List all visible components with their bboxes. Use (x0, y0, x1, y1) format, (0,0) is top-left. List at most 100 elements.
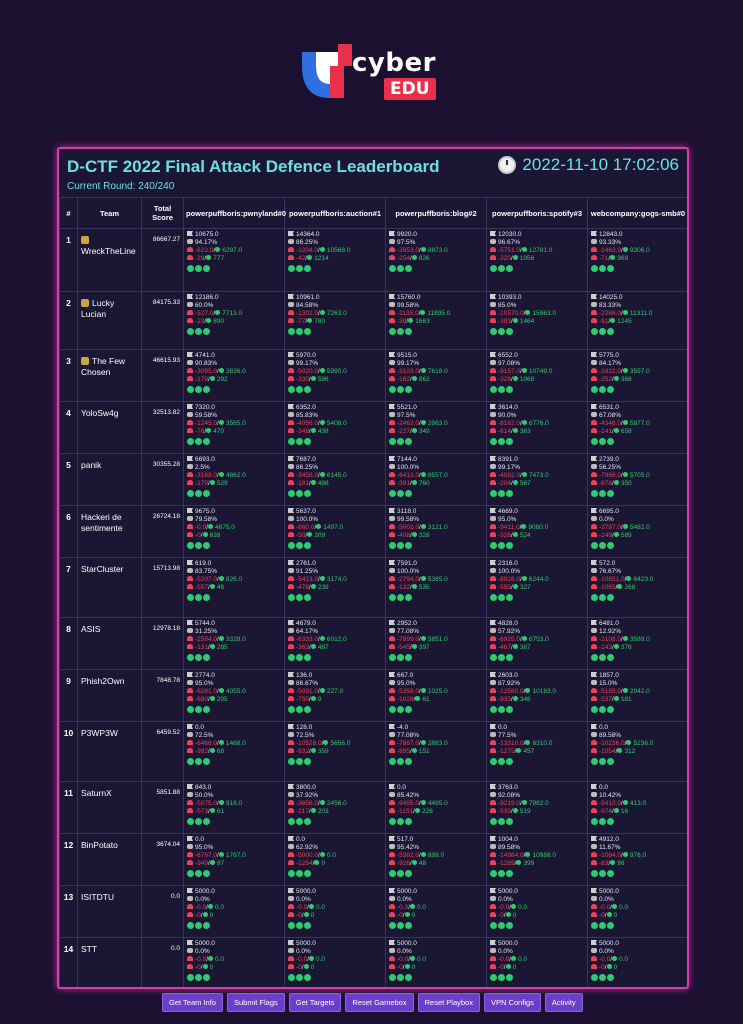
captured-flags: 519 (519, 808, 531, 815)
get-targets-button[interactable]: Get Targets (288, 993, 342, 1012)
table-row: 7 StarCluster 15713.98 619.0 83.75% -5207.… (59, 557, 687, 618)
flag-points: 6695.0 (599, 508, 619, 515)
shield-icon (218, 420, 224, 425)
team-cell[interactable]: panik (77, 453, 142, 506)
team-cell[interactable]: BinPotato (77, 833, 142, 886)
heart-icon (389, 688, 395, 693)
status-dots (187, 438, 281, 447)
lost-points: -1204.0 (296, 247, 319, 254)
flag-icon (288, 231, 294, 236)
team-cell[interactable]: The Few Chosen (77, 349, 142, 402)
sla-icon (288, 732, 294, 737)
service-cell: 0.0 89.58% -10236.0/5236.0 -1054/312 (587, 721, 687, 782)
flag-points: 6693.0 (195, 456, 215, 463)
flag-points: 667.0 (397, 672, 414, 679)
flag-points: 0.0 (195, 724, 205, 731)
reset-gamebox-button[interactable]: Reset Gamebox (345, 993, 414, 1012)
team-cell[interactable]: Phish2Own (77, 669, 142, 722)
sla-percent: 0.0% (599, 896, 614, 903)
captured-flags: 203 (317, 808, 329, 815)
get-team-info-button[interactable]: Get Team Info (162, 993, 223, 1012)
team-cell[interactable]: WreckTheLine (77, 228, 142, 292)
activity-button[interactable]: Activity (544, 993, 583, 1012)
team-cell[interactable]: SaturnX (77, 781, 142, 834)
flag-points: 2739.0 (599, 456, 619, 463)
sla-percent: 99.17% (296, 360, 319, 367)
lost-points: -6767.0 (195, 852, 218, 859)
shield-icon (613, 428, 619, 433)
gained-points: 8310.0 (532, 740, 553, 747)
status-dots (389, 654, 483, 663)
shield-icon (617, 748, 623, 753)
vpn-configs-button[interactable]: VPN Configs (483, 993, 541, 1012)
heart-icon (187, 368, 193, 373)
status-dot-icon (397, 265, 404, 272)
shield-icon (310, 808, 316, 813)
table-row: 3 The Few Chosen 46615.93 4741.0 90.83% -3… (59, 349, 687, 402)
team-cell[interactable]: P3WP3W (77, 721, 142, 782)
lost-flags: -179 (195, 480, 209, 487)
shield-icon (410, 956, 416, 961)
team-rank: 9 (59, 669, 78, 722)
status-dot-icon (187, 758, 194, 765)
gained-points: 10183.0 (532, 688, 556, 695)
lost-points: -2286.0 (599, 310, 622, 317)
lost-flags: -1254 (296, 860, 313, 867)
lost-points: -5413.0 (296, 576, 319, 583)
lost-flags: -0 (195, 912, 201, 919)
shield-icon (420, 576, 426, 581)
team-cell[interactable]: Lucky Lucian (77, 291, 142, 350)
lost-flags: -162 (397, 376, 411, 383)
heart-icon (389, 524, 395, 529)
sla-icon (187, 680, 193, 685)
sla-percent: 10.42% (599, 792, 622, 799)
status-dot-icon (397, 490, 404, 497)
status-dot-icon (195, 922, 202, 929)
status-dot-icon (607, 654, 614, 661)
shield-icon (209, 584, 215, 589)
heart-icon (591, 247, 597, 252)
shield-icon (411, 376, 417, 381)
status-dot-icon (607, 594, 614, 601)
lost-points: -2794.0 (397, 576, 420, 583)
lost-flags: -1275 (498, 748, 515, 755)
flag-points: 4828.0 (498, 620, 518, 627)
status-dots (288, 922, 382, 931)
team-cell[interactable]: YoloSw4g (77, 401, 142, 454)
status-dot-icon (304, 974, 311, 981)
flag-points: 5744.0 (195, 620, 215, 627)
status-dot-icon (405, 706, 412, 713)
lost-points: -6281.0 (195, 688, 218, 695)
gained-points: 976.0 (629, 852, 647, 859)
sla-icon (490, 302, 496, 307)
shield-icon (307, 532, 313, 537)
status-dot-icon (506, 974, 513, 981)
sla-icon (389, 464, 395, 469)
sla-icon (490, 239, 496, 244)
team-cell[interactable]: ISITDTU (77, 885, 142, 938)
reset-playbox-button[interactable]: Reset Playbox (417, 993, 480, 1012)
leaderboard-table-wrap[interactable]: # Team Total Score powerpuffboris:pwnyla… (59, 197, 687, 987)
status-dot-icon (288, 870, 295, 877)
captured-flags: 826 (418, 255, 430, 262)
gained-points: 2883.0 (427, 740, 448, 747)
status-dots (288, 265, 382, 274)
team-cell[interactable]: ASIS (77, 617, 142, 670)
service-cell: 6693.0 2.5% -3169.0/4862.0 -179/529 (183, 453, 285, 506)
team-cell[interactable]: Hackeri de sentimente (77, 505, 142, 558)
status-dot-icon (599, 706, 606, 713)
lost-points: -0.0 (296, 904, 308, 911)
heart-icon (591, 904, 597, 909)
service-cell: 4679.0 64.17% -6333.0/6012.0 -363/487 (284, 617, 386, 670)
team-cell[interactable]: STT (77, 937, 142, 987)
lost-points: -8162.0 (498, 420, 521, 427)
flag-points: 5000.0 (195, 888, 215, 895)
status-dots (591, 328, 685, 337)
flag-points: 7320.0 (195, 404, 215, 411)
team-cell[interactable]: StarCluster (77, 557, 142, 618)
captured-flags: 68 (216, 748, 225, 755)
flag-points: 10675.0 (195, 231, 219, 238)
submit-flags-button[interactable]: Submit Flags (226, 993, 285, 1012)
shield-icon (420, 247, 426, 252)
shield-icon (516, 860, 522, 865)
